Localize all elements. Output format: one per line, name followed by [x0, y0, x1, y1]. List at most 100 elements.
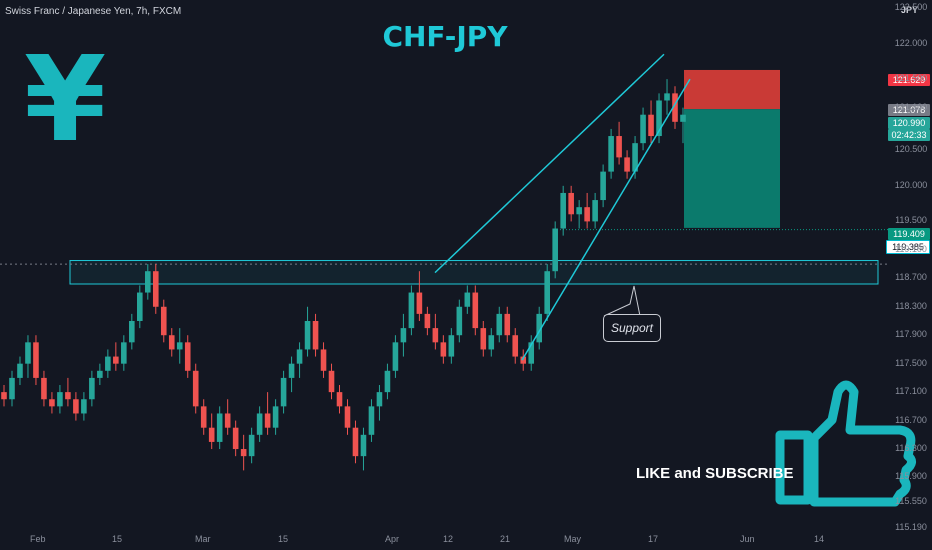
- candle: [328, 363, 335, 400]
- candle: [504, 306, 511, 343]
- candle: [152, 264, 159, 314]
- y-tick-label: 117.500: [895, 357, 927, 368]
- candle: [560, 185, 566, 236]
- candle: [320, 342, 327, 378]
- thumbs-up-icon: [775, 380, 916, 507]
- candle: [520, 349, 527, 371]
- y-tick-label: 117.900: [895, 329, 927, 340]
- candle: [129, 313, 135, 350]
- candle: [464, 285, 471, 314]
- candle: [568, 185, 574, 222]
- y-tick-label: 120.500: [894, 144, 928, 155]
- candle: [25, 335, 31, 378]
- x-tick-label: May: [564, 534, 582, 544]
- chart-zones: [0, 69, 890, 317]
- x-tick-label: Apr: [385, 534, 400, 544]
- price-label: 121.629: [888, 74, 930, 86]
- candle: [368, 399, 375, 442]
- candle: [192, 363, 199, 414]
- y-tick-label: 116.700: [895, 414, 927, 425]
- candle: [496, 306, 503, 343]
- candle: [184, 335, 191, 378]
- wedge-lower-line: [521, 78, 691, 361]
- y-tick-label: 118.700: [895, 272, 927, 283]
- candle: [144, 264, 151, 300]
- candle: [216, 406, 223, 450]
- price-label: 119.409: [888, 228, 930, 240]
- candle: [480, 320, 487, 357]
- candle: [656, 93, 662, 144]
- price-label: 121.078: [888, 104, 930, 116]
- take-profit-zone: [684, 109, 780, 228]
- candle: [600, 164, 606, 208]
- candle: [17, 356, 23, 386]
- candle: [552, 221, 558, 279]
- candle: [424, 306, 431, 336]
- candle: [49, 392, 55, 414]
- x-tick-label: 15: [278, 534, 289, 544]
- support-zone: [69, 260, 879, 285]
- candle: [105, 349, 111, 378]
- candle: [97, 363, 103, 386]
- candle: [536, 306, 543, 350]
- candle: [248, 427, 255, 464]
- candle: [168, 328, 175, 357]
- candle: [336, 385, 343, 414]
- candle: [544, 264, 550, 321]
- x-tick-label: Jun: [740, 534, 755, 544]
- candle: [408, 285, 415, 336]
- candle: [528, 335, 535, 371]
- stop-loss-zone: [684, 69, 780, 110]
- x-tick-label: Mar: [195, 534, 211, 544]
- support-callout: Support: [603, 314, 661, 342]
- candle: [448, 328, 455, 364]
- callout-pointer: [603, 285, 641, 317]
- candle: [176, 328, 183, 364]
- y-tick-label: 115.190: [895, 522, 927, 532]
- candle: [616, 121, 622, 165]
- wedge-upper-line: [434, 53, 665, 274]
- candle: [232, 420, 239, 457]
- like-subscribe-text: LIKE and SUBSCRIBE: [636, 465, 794, 482]
- x-tick-label: 21: [500, 534, 511, 544]
- candle: [352, 420, 359, 464]
- candle: [664, 79, 670, 115]
- y-tick-label: 115.550: [895, 496, 927, 507]
- candle: [584, 192, 590, 229]
- candle: [41, 370, 47, 407]
- y-tick-label: 119.500: [895, 215, 927, 226]
- candle: [376, 385, 383, 421]
- candlestick-series: [1, 79, 686, 471]
- candle: [344, 399, 351, 435]
- symbol-header: Swiss Franc / Japanese Yen, 7h, FXCM: [5, 6, 182, 17]
- candle: [400, 313, 407, 357]
- candle: [432, 313, 439, 350]
- candle: [416, 271, 423, 321]
- candle: [1, 385, 7, 407]
- candle: [200, 399, 207, 435]
- y-tick-label: 116.300: [895, 443, 927, 454]
- y-tick-label: 121.500: [894, 73, 928, 84]
- candle: [512, 328, 519, 364]
- candle: [624, 150, 630, 179]
- candle: [121, 335, 127, 371]
- y-tick-label: 119.100: [895, 243, 927, 254]
- candle: [9, 370, 15, 407]
- x-tick-label: 12: [443, 534, 454, 544]
- candle: [640, 107, 646, 151]
- candle: [488, 328, 495, 357]
- candle: [57, 385, 63, 414]
- candle: [472, 285, 479, 336]
- y-tick-label: 120.000: [894, 179, 928, 190]
- candle: [304, 306, 311, 357]
- candle: [576, 200, 582, 229]
- y-tick-label: 121.100: [894, 101, 928, 112]
- candle: [264, 392, 271, 435]
- y-tick-label: 122.500: [894, 2, 928, 12]
- x-tick-label: 14: [814, 534, 825, 544]
- y-tick-label: 122.000: [894, 37, 928, 48]
- candle: [592, 192, 598, 229]
- candle: [113, 342, 119, 371]
- currency-label: JPY: [900, 5, 918, 15]
